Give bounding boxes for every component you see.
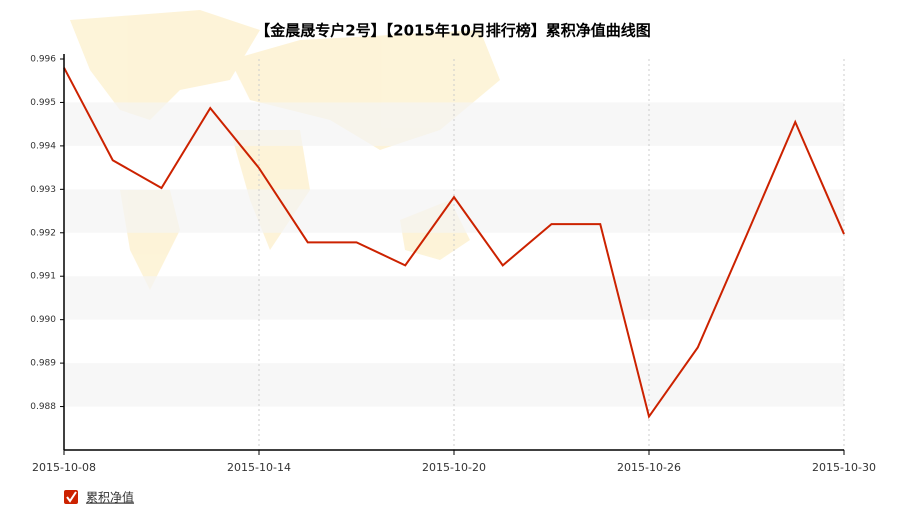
y-tick-label: 0.991 xyxy=(30,272,56,282)
y-tick-label: 0.995 xyxy=(30,98,56,108)
y-tick-label: 0.996 xyxy=(30,55,56,65)
x-tick-label: 2015-10-30 xyxy=(812,461,876,474)
x-tick-label: 2015-10-08 xyxy=(32,461,96,474)
y-tick-label: 0.988 xyxy=(30,402,56,412)
x-tick-label: 2015-10-20 xyxy=(422,461,486,474)
y-tick-label: 0.989 xyxy=(30,359,56,369)
y-tick-label: 0.992 xyxy=(30,228,56,238)
y-tick-label: 0.990 xyxy=(30,315,56,325)
x-tick-label: 2015-10-26 xyxy=(617,461,681,474)
y-tick-label: 0.994 xyxy=(30,141,56,151)
map-background xyxy=(70,10,500,290)
chart-title: 【金晨晟专户2号】【2015年10月排行榜】累积净值曲线图 xyxy=(255,22,651,40)
legend-label[interactable]: 累积净值 xyxy=(86,490,134,505)
y-tick-label: 0.993 xyxy=(30,185,56,195)
data-line xyxy=(63,67,845,419)
x-tick-label: 2015-10-14 xyxy=(227,461,291,474)
legend-check xyxy=(66,491,77,503)
grid-band xyxy=(64,276,844,320)
